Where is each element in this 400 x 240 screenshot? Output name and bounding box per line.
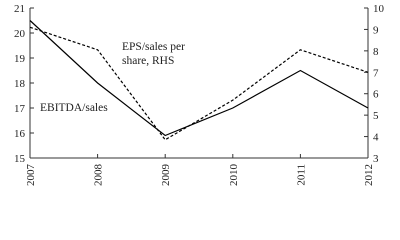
y2-tick-label: 9: [373, 24, 379, 36]
x-tick-label: 2007: [25, 164, 37, 187]
series-label: EBITDA/sales: [40, 102, 108, 114]
series-label: EPS/sales per share, RHS: [122, 41, 185, 67]
x-tick-label: 2012: [363, 164, 375, 186]
series-line: [29, 26, 369, 141]
y2-tick-label: 5: [373, 110, 379, 122]
x-tick-label: 2009: [160, 164, 172, 187]
y2-tick-label: 3: [373, 153, 379, 165]
x-tick-label: 2011: [295, 164, 307, 186]
y-tick-label: 21: [14, 3, 25, 15]
y2-tick-label: 8: [373, 46, 379, 58]
y-tick-label: 15: [14, 153, 26, 165]
y2-tick-label: 4: [373, 132, 379, 144]
y2-tick-label: 7: [373, 67, 379, 79]
x-tick-label: 2008: [93, 164, 105, 187]
y-tick-label: 20: [14, 28, 26, 40]
y-tick-label: 16: [14, 128, 26, 140]
y-tick-label: 17: [14, 103, 26, 115]
series-line: [29, 20, 369, 137]
y-tick-label: 19: [14, 53, 26, 65]
x-tick-label: 2010: [228, 163, 240, 186]
chart: 15 16 17 18 19 20 21 3 4 5 6 7 8 9 10 2007 2008 2009 2010 2…: [14, 3, 385, 187]
y2-tick-label: 6: [373, 89, 379, 101]
chart-root: 15 16 17 18 19 20 21 3 4 5 6 7 8 9 10 2007 2008 2009 2010 2…: [14, 3, 385, 187]
y2-tick-label: 10: [373, 3, 385, 15]
y-tick-label: 18: [14, 78, 26, 90]
